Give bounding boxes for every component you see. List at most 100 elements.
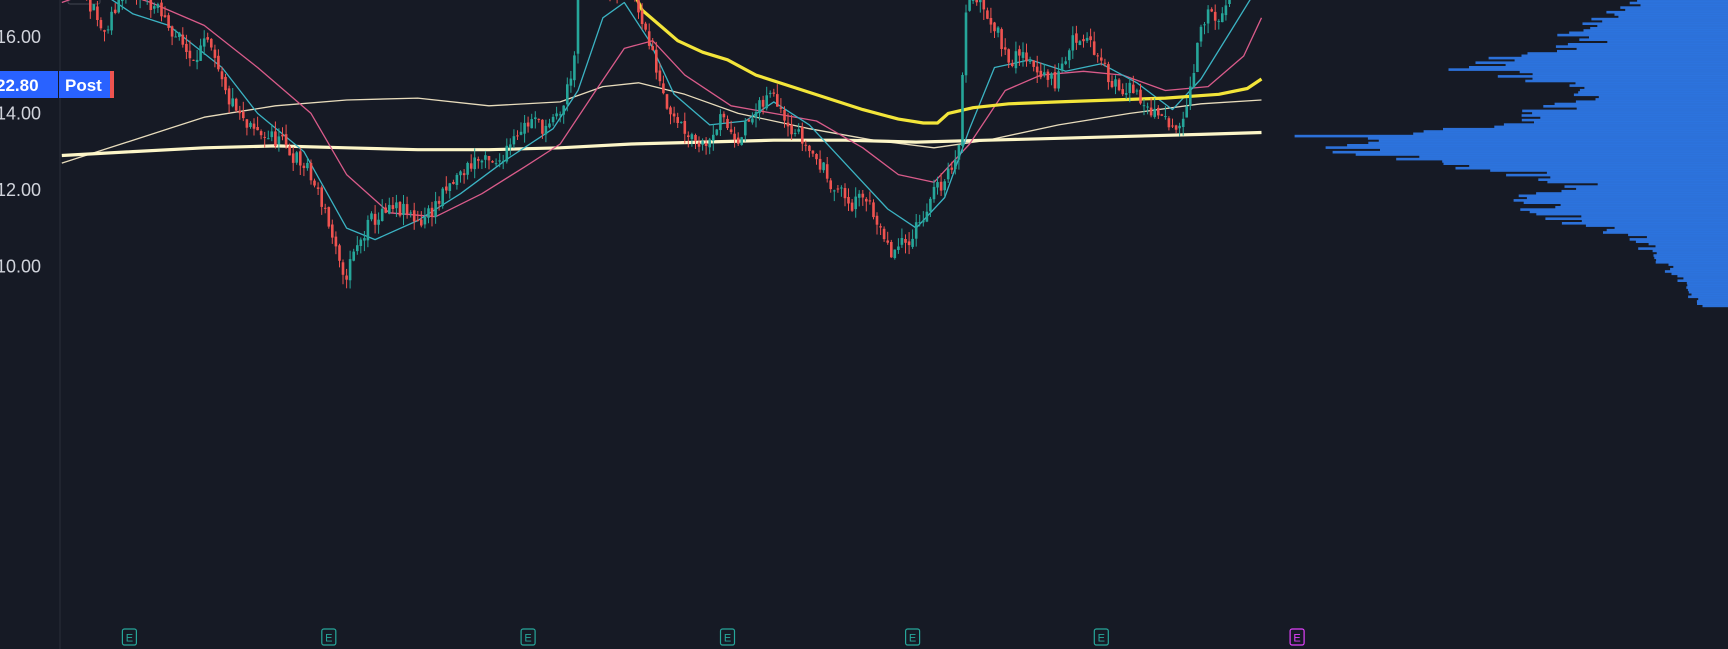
candle-body [1071,35,1075,51]
candle-body [92,4,96,11]
volume-profile-bar [1527,52,1728,55]
candle-body [373,213,377,225]
candle-body [1142,105,1146,107]
candle-body [843,188,847,199]
candle-body [882,228,886,240]
volume-profile-bar [1523,201,1728,204]
candle-body [512,136,516,145]
candle-body [420,219,423,226]
candle-body [890,242,893,258]
candle-body [96,6,99,20]
post-badge-bg [59,71,111,98]
candle-body [971,0,975,1]
earnings-marker-label: E [1293,633,1300,645]
candle-body [697,142,701,147]
candle-body [409,212,412,214]
candle-body [893,249,897,258]
candle-body [153,6,156,9]
candle-body [167,15,170,28]
candle-body [487,156,491,161]
candle-body [701,141,704,145]
volume-profile-bar [1603,231,1728,234]
volume-profile-bar [1597,183,1728,186]
candle-body [377,219,380,225]
volume-profile-bar [1518,194,1728,198]
candle-body [822,162,825,171]
candle-body [267,138,270,140]
volume-profile-bar [1494,125,1728,129]
volume-profile-bar [1576,47,1728,51]
candle-body [712,134,715,141]
candle-body [1114,79,1117,87]
moving-average-mid [61,0,1263,218]
candle-body [1160,114,1164,116]
candle-body [1035,66,1039,73]
candle-body [804,144,808,146]
candle-body [658,70,662,82]
candle-body [783,109,786,121]
candle-body [231,98,234,107]
candle-body [1210,9,1213,12]
volume-profile-bar [1687,284,1728,287]
candle-body [501,161,505,162]
candle-body [875,215,879,225]
volume-profile-bar [1635,240,1728,243]
volume-profile-bar [1534,121,1728,124]
candle-body [412,210,416,222]
earnings-marker-label: E [724,633,731,645]
volume-profile-bar [1578,91,1728,94]
volume-profile-bar [1602,20,1728,23]
candle-body [366,219,370,241]
candle-body [904,239,907,243]
candle-body [295,152,298,163]
candle-body [1224,5,1228,16]
candle-body [836,188,840,190]
candle-body [751,118,754,123]
earnings-marker-label: E [1098,633,1105,645]
candle-body [922,220,925,223]
candle-body [544,125,548,135]
candle-body [192,59,195,61]
candle-body [907,241,911,246]
candle-body [1213,11,1217,21]
candle-body [516,135,519,137]
candle-body [334,236,338,247]
candle-body [925,211,929,222]
volume-profile-bar [1555,45,1728,48]
candle-body [174,36,177,38]
volume-profile-bar [1688,290,1728,294]
candle-body [469,163,473,169]
candle-body [1032,60,1035,67]
volume-profile-bar [1503,123,1728,126]
candle-body [1135,90,1139,92]
volume-profile-bar [1529,210,1728,214]
candle-body [665,94,669,109]
candle-body [897,246,900,250]
y-tick-label: 12.00 [0,180,41,200]
candle-body [263,136,266,138]
volume-profile-bar [1579,38,1728,41]
price-badge-bg [0,71,58,98]
volume-profile-bar [1597,24,1728,28]
candle-body [202,38,206,47]
candle-body [199,45,202,61]
candle-body [327,207,331,227]
candle-body [946,168,950,180]
volume-profile-bar [1590,27,1728,30]
candle-body [299,151,302,166]
candle-body [936,182,939,188]
candle-body [872,202,875,218]
candle-body [210,38,213,48]
volume-profile-bar [1545,217,1728,220]
volume-profile-bar [1378,139,1728,142]
candle-body [879,226,882,228]
candle-body [644,23,647,30]
candle-body [993,22,996,32]
candle-body [249,122,252,127]
volume-profile-bar [1686,286,1728,289]
volume-profile-bar [1514,59,1728,62]
candle-body [534,117,537,119]
toolbar-stub[interactable] [67,0,101,5]
